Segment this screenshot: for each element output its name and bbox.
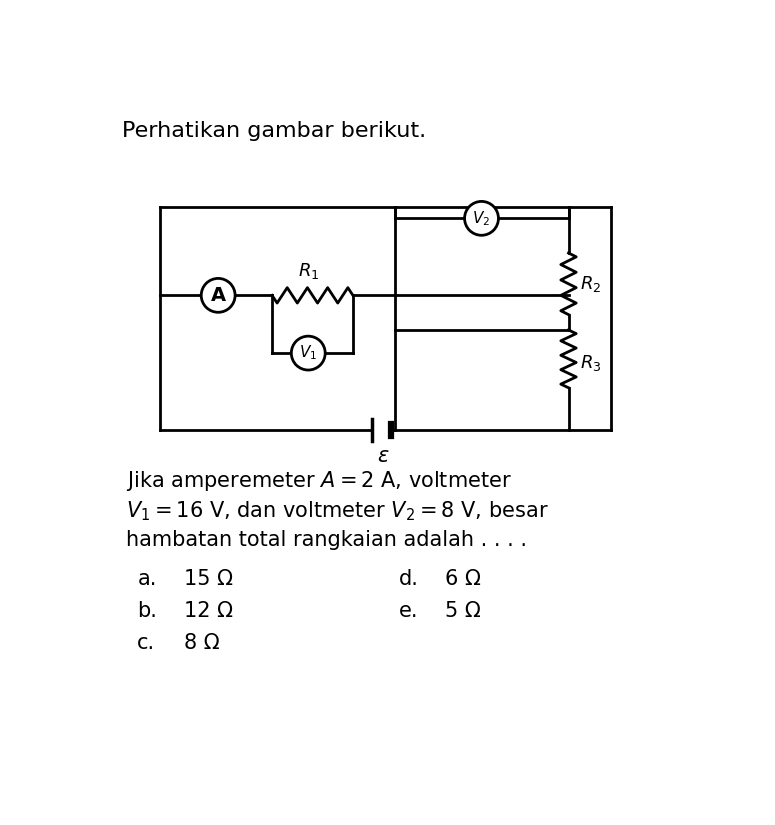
Text: $V_2$: $V_2$	[473, 209, 491, 228]
Text: Jika amperemeter $A = 2$ A, voltmeter: Jika amperemeter $A = 2$ A, voltmeter	[126, 469, 512, 493]
Text: 15 Ω: 15 Ω	[184, 568, 232, 589]
Text: a.: a.	[137, 568, 157, 589]
Circle shape	[202, 278, 235, 313]
Text: 5 Ω: 5 Ω	[446, 601, 481, 621]
Text: e.: e.	[399, 601, 418, 621]
Text: b.: b.	[137, 601, 157, 621]
Text: $V_1 = 16$ V, dan voltmeter $V_2 = 8$ V, besar: $V_1 = 16$ V, dan voltmeter $V_2 = 8$ V,…	[126, 499, 549, 523]
Text: c.: c.	[137, 634, 156, 653]
Text: $R_2$: $R_2$	[580, 274, 601, 294]
Text: 8 Ω: 8 Ω	[184, 634, 219, 653]
Text: $V_1$: $V_1$	[299, 344, 317, 362]
Text: $R_3$: $R_3$	[580, 353, 601, 373]
Text: A: A	[211, 285, 226, 305]
Text: $R_1$: $R_1$	[298, 261, 319, 280]
Text: $\varepsilon$: $\varepsilon$	[377, 446, 390, 465]
Text: 6 Ω: 6 Ω	[446, 568, 481, 589]
Text: d.: d.	[399, 568, 419, 589]
Circle shape	[291, 336, 325, 370]
Circle shape	[464, 201, 498, 235]
Text: hambatan total rangkaian adalah . . . .: hambatan total rangkaian adalah . . . .	[126, 530, 527, 550]
Text: Perhatikan gambar berikut.: Perhatikan gambar berikut.	[122, 120, 426, 140]
Text: 12 Ω: 12 Ω	[184, 601, 232, 621]
